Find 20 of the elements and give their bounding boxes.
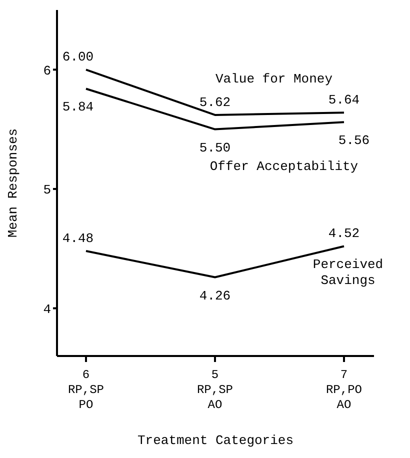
- y-tick-label: 4: [43, 302, 52, 317]
- text: Offer Acceptability: [210, 159, 358, 174]
- series-label: Perceived Savings: [312, 257, 384, 288]
- data-label: 4.26: [199, 288, 231, 304]
- data-label: 4.48: [62, 231, 94, 246]
- x-tick-label: 5 RP,SP AO: [196, 368, 234, 412]
- y-tick-label: 6: [43, 63, 51, 78]
- data-label: 5.84: [62, 100, 94, 115]
- x-tick-label: 7 RP,PO AO: [326, 368, 362, 412]
- data-label: 5.64: [328, 92, 360, 108]
- x-axis-title: Treatment Categories: [137, 433, 294, 448]
- data-label: 6.00: [62, 50, 94, 65]
- data-label: 5.56: [338, 133, 370, 148]
- data-label: 5.62: [199, 94, 231, 110]
- x-tick-label: 6 RP,SP PO: [68, 368, 104, 412]
- data-label: 4.52: [328, 226, 360, 242]
- text: Value for Money: [215, 72, 333, 87]
- y-axis-title: Mean Responses: [6, 128, 21, 238]
- y-tick-label: 5: [43, 182, 51, 198]
- data-label: 5.50: [199, 140, 231, 156]
